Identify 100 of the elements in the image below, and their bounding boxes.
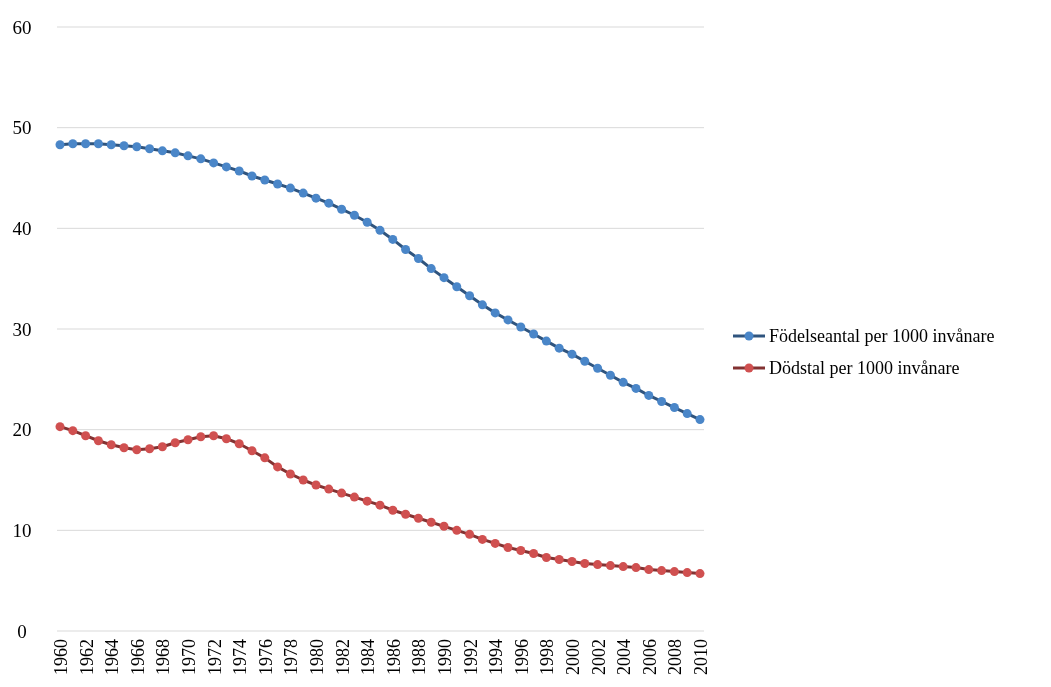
x-tick-label: 1982 xyxy=(332,639,353,675)
y-tick-label: 30 xyxy=(12,318,32,340)
point xyxy=(106,140,116,150)
x-tick-label: 2006 xyxy=(639,639,660,675)
point xyxy=(593,560,603,570)
point xyxy=(631,383,641,393)
point xyxy=(401,509,411,519)
point xyxy=(81,139,91,149)
y-tick-label: 10 xyxy=(12,519,32,541)
point xyxy=(490,308,500,318)
point xyxy=(695,569,705,579)
point xyxy=(285,183,295,193)
point xyxy=(68,139,78,149)
point xyxy=(55,140,65,150)
point xyxy=(273,179,283,189)
point xyxy=(273,462,283,472)
point xyxy=(81,431,91,441)
x-tick-label: 1974 xyxy=(230,639,251,675)
point xyxy=(567,349,577,359)
point xyxy=(93,139,103,149)
point xyxy=(465,529,475,539)
point xyxy=(567,557,577,567)
point xyxy=(644,390,654,400)
point xyxy=(401,244,411,254)
point xyxy=(541,336,551,346)
x-tick-label: 1962 xyxy=(76,639,97,675)
point xyxy=(362,217,372,227)
x-tick-label: 2010 xyxy=(691,639,711,675)
point xyxy=(375,225,385,235)
x-tick-label: 1980 xyxy=(307,639,327,675)
point xyxy=(426,264,436,274)
point xyxy=(426,517,436,527)
point xyxy=(221,434,231,444)
point xyxy=(260,453,270,463)
point xyxy=(593,363,603,373)
point xyxy=(362,496,372,506)
point xyxy=(695,415,705,425)
point xyxy=(183,435,193,445)
point xyxy=(580,356,590,366)
point xyxy=(529,329,539,339)
point xyxy=(106,440,116,450)
point xyxy=(157,442,167,452)
x-tick-label: 1992 xyxy=(460,639,481,675)
point xyxy=(503,542,513,552)
point xyxy=(183,151,193,161)
point xyxy=(170,438,180,448)
point xyxy=(119,141,129,151)
x-tick-label: 2004 xyxy=(614,639,635,675)
point xyxy=(669,567,679,577)
point xyxy=(145,444,155,454)
point xyxy=(311,193,321,203)
y-tick-label: 40 xyxy=(12,217,32,239)
point xyxy=(657,396,667,406)
point xyxy=(477,300,487,310)
point xyxy=(247,171,257,181)
point xyxy=(477,534,487,544)
y-tick-label: 50 xyxy=(12,117,32,139)
x-tick-label: 2002 xyxy=(588,639,609,675)
x-tick-label: 1986 xyxy=(383,639,404,675)
point xyxy=(541,553,551,563)
point xyxy=(68,426,78,436)
point xyxy=(260,175,270,185)
point xyxy=(170,148,180,158)
point xyxy=(669,403,679,413)
point xyxy=(221,162,231,172)
point xyxy=(516,322,526,332)
x-tick-label: 1990 xyxy=(435,639,455,675)
legend-label: Dödstal per 1000 invånare xyxy=(769,358,960,378)
point xyxy=(311,480,321,490)
point xyxy=(298,188,308,198)
point xyxy=(234,166,244,176)
point xyxy=(618,562,628,572)
point xyxy=(439,521,449,531)
point xyxy=(132,142,142,152)
point xyxy=(465,291,475,301)
point xyxy=(605,370,615,380)
x-tick-label: 1970 xyxy=(179,639,199,675)
point xyxy=(196,432,206,442)
point xyxy=(349,210,359,220)
point xyxy=(285,469,295,479)
point xyxy=(349,492,359,502)
point xyxy=(452,525,462,535)
point xyxy=(439,273,449,283)
point xyxy=(324,484,334,494)
x-tick-label: 1998 xyxy=(537,639,558,675)
x-tick-label: 1960 xyxy=(51,639,71,675)
x-tick-label: 1988 xyxy=(409,639,430,675)
point xyxy=(413,254,423,264)
x-tick-label: 2008 xyxy=(665,639,686,675)
point xyxy=(682,409,692,419)
point xyxy=(324,198,334,208)
point xyxy=(452,282,462,292)
point xyxy=(580,559,590,569)
x-tick-label: 2000 xyxy=(563,639,583,675)
x-tick-label: 1976 xyxy=(255,639,276,675)
y-tick-label: 0 xyxy=(17,620,27,642)
point xyxy=(516,545,526,555)
point xyxy=(375,500,385,510)
x-tick-label: 1968 xyxy=(153,639,174,675)
point xyxy=(605,561,615,571)
